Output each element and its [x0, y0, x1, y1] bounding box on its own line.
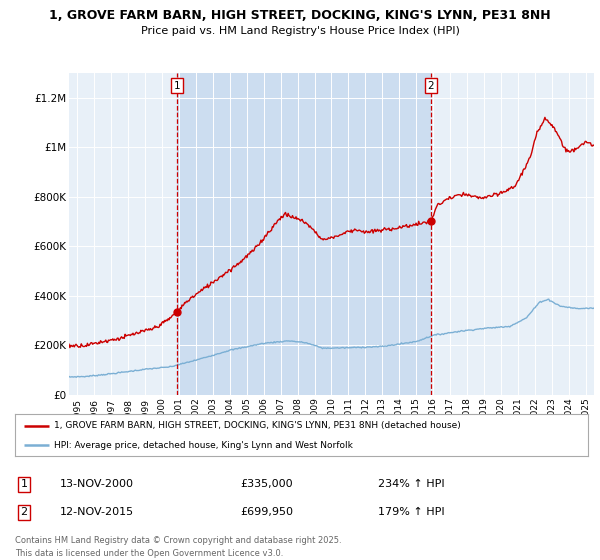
- Bar: [177, 73, 431, 395]
- Text: Contains HM Land Registry data © Crown copyright and database right 2025.: Contains HM Land Registry data © Crown c…: [15, 536, 341, 545]
- Text: 2: 2: [428, 81, 434, 91]
- Text: 179% ↑ HPI: 179% ↑ HPI: [378, 507, 445, 517]
- Text: 13-NOV-2000: 13-NOV-2000: [60, 479, 134, 489]
- Text: £335,000: £335,000: [240, 479, 293, 489]
- Text: 2: 2: [20, 507, 28, 517]
- Text: 234% ↑ HPI: 234% ↑ HPI: [378, 479, 445, 489]
- Text: 12-NOV-2015: 12-NOV-2015: [60, 507, 134, 517]
- Text: This data is licensed under the Open Government Licence v3.0.: This data is licensed under the Open Gov…: [15, 549, 283, 558]
- Text: 1, GROVE FARM BARN, HIGH STREET, DOCKING, KING'S LYNN, PE31 8NH: 1, GROVE FARM BARN, HIGH STREET, DOCKING…: [49, 9, 551, 22]
- Text: 1: 1: [173, 81, 180, 91]
- Text: Price paid vs. HM Land Registry's House Price Index (HPI): Price paid vs. HM Land Registry's House …: [140, 26, 460, 36]
- Text: HPI: Average price, detached house, King's Lynn and West Norfolk: HPI: Average price, detached house, King…: [54, 441, 353, 450]
- Text: 1, GROVE FARM BARN, HIGH STREET, DOCKING, KING'S LYNN, PE31 8NH (detached house): 1, GROVE FARM BARN, HIGH STREET, DOCKING…: [54, 421, 461, 430]
- Text: £699,950: £699,950: [240, 507, 293, 517]
- Text: 1: 1: [20, 479, 28, 489]
